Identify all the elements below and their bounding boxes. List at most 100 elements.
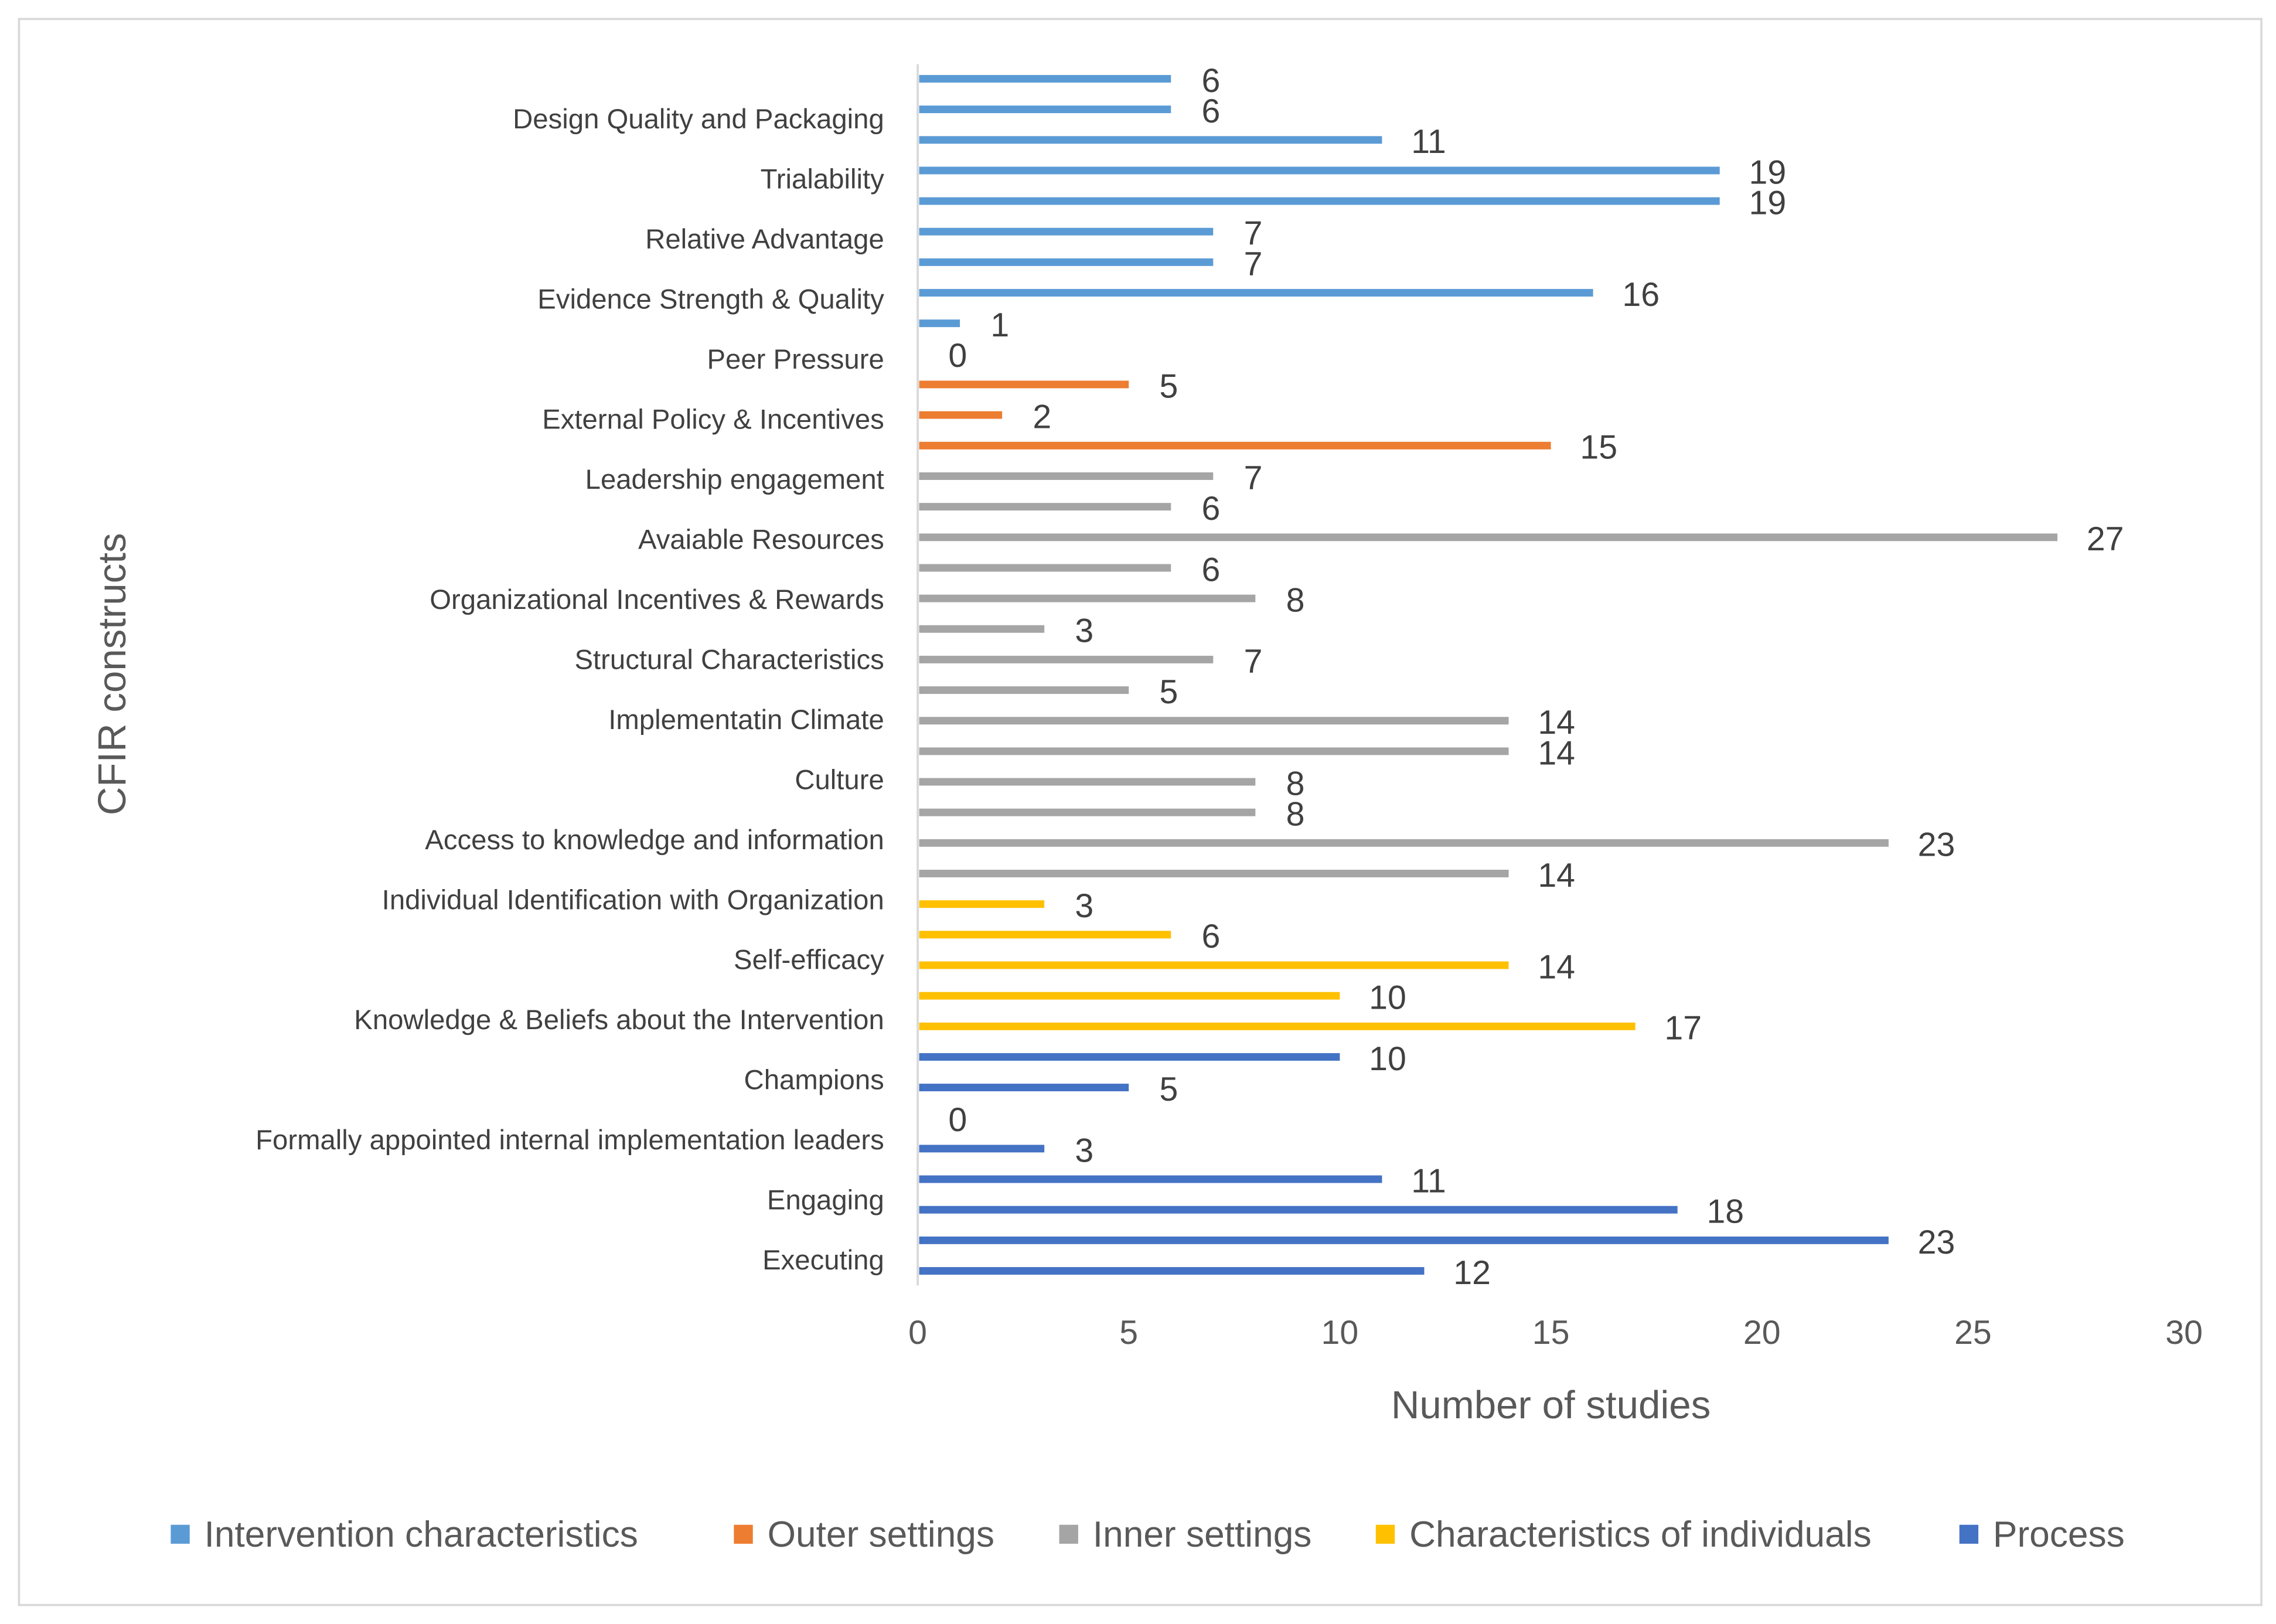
data-label: 3 [1075, 887, 1093, 925]
bar [919, 166, 1720, 175]
legend-swatch [1375, 1524, 1395, 1544]
bar [919, 227, 1214, 236]
data-label: 14 [1538, 734, 1575, 772]
data-label: 5 [1160, 367, 1178, 405]
legend-item[interactable]: Outer settings [734, 1514, 994, 1555]
category-label: Formally appointed internal implementati… [255, 1125, 884, 1156]
category-label: Implementatin Climate [608, 704, 884, 736]
bars: 6611191977161052157627683751414882314361… [919, 62, 2124, 1292]
bar [919, 1053, 1340, 1061]
bar [919, 870, 1509, 877]
category-label: Engaging [767, 1185, 884, 1216]
data-label: 1 [990, 307, 1009, 344]
bar [919, 961, 1509, 969]
data-label: 7 [1244, 643, 1263, 680]
category-label: Relative Advantage [645, 224, 884, 255]
category-label: Executing [762, 1245, 884, 1276]
data-label: 7 [1244, 215, 1263, 253]
data-label: 19 [1749, 154, 1787, 191]
bar [919, 839, 1889, 847]
data-label: 11 [1411, 1162, 1446, 1200]
bar [919, 503, 1171, 511]
legend-item[interactable]: Characteristics of individuals [1375, 1514, 1872, 1555]
data-label: 0 [948, 337, 967, 374]
category-label: Culture [795, 764, 884, 795]
legend-swatch [734, 1524, 753, 1544]
bar [919, 1022, 1636, 1030]
legend-swatch [1959, 1524, 1979, 1544]
bar [919, 472, 1214, 480]
bar [919, 1236, 1889, 1244]
bar [919, 411, 1003, 419]
data-label: 10 [1369, 979, 1406, 1017]
data-label: 27 [2087, 520, 2124, 558]
data-label: 23 [1918, 826, 1955, 864]
legend-label: Inner settings [1093, 1514, 1312, 1555]
data-label: 8 [1286, 796, 1305, 833]
category-label: Knowledge & Beliefs about the Interventi… [354, 1005, 884, 1036]
bar [919, 686, 1129, 694]
data-label: 3 [1075, 1132, 1093, 1169]
category-label: Structural Characteristics [574, 644, 884, 675]
x-axis-ticks: 0 5 10 15 20 25 30 [908, 1314, 2203, 1351]
bar [919, 655, 1214, 663]
legend: Intervention characteristics Outer settin… [171, 1514, 2125, 1555]
data-label: 5 [1160, 1071, 1178, 1108]
legend-label: Process [1993, 1514, 2125, 1555]
data-label: 3 [1075, 612, 1093, 650]
bar [919, 594, 1256, 602]
category-label: Organizational Incentives & Rewards [430, 584, 884, 615]
y-axis-title: CFIR constructs [90, 533, 134, 815]
bar [919, 533, 2057, 542]
legend-label: Intervention characteristics [205, 1514, 638, 1555]
data-label: 14 [1538, 857, 1575, 894]
bar [919, 74, 1171, 83]
bar [919, 1206, 1678, 1214]
category-label: Evidence Strength & Quality [537, 284, 884, 315]
data-label: 14 [1538, 704, 1575, 741]
category-label: External Policy & Incentives [542, 404, 884, 435]
data-label: 16 [1622, 276, 1660, 314]
bar [919, 992, 1340, 1000]
legend-item[interactable]: Intervention characteristics [171, 1514, 638, 1555]
x-tick-label: 5 [1119, 1314, 1138, 1351]
x-tick-label: 10 [1321, 1314, 1359, 1351]
category-label: Champions [744, 1065, 884, 1096]
bar [919, 717, 1509, 725]
bar [919, 105, 1171, 114]
data-label: 11 [1411, 123, 1446, 161]
category-label: Individual Identification with Organizat… [382, 884, 884, 915]
category-label: Avaiable Resources [638, 524, 884, 555]
category-label: Access to knowledge and information [425, 825, 884, 856]
data-label: 2 [1033, 399, 1051, 436]
bar [919, 289, 1593, 297]
bar [919, 778, 1256, 786]
category-label: Peer Pressure [707, 344, 884, 375]
data-label: 5 [1160, 673, 1178, 711]
category-labels: Design Quality and Packaging Trialability… [255, 104, 884, 1276]
legend-swatch [1059, 1524, 1078, 1544]
bar [919, 900, 1045, 908]
bar [919, 625, 1045, 633]
data-label: 15 [1580, 429, 1617, 467]
data-label: 7 [1244, 459, 1263, 497]
bar [919, 1084, 1129, 1092]
category-label: Design Quality and Packaging [513, 104, 884, 135]
x-tick-label: 25 [1954, 1314, 1992, 1351]
data-label: 8 [1286, 765, 1305, 802]
legend-item[interactable]: Inner settings [1059, 1514, 1312, 1555]
data-label: 0 [948, 1101, 967, 1139]
data-label: 8 [1286, 581, 1305, 619]
bar [919, 197, 1720, 205]
x-tick-label: 20 [1743, 1314, 1781, 1351]
bar [919, 747, 1509, 755]
data-label: 14 [1538, 948, 1575, 986]
category-label: Self-efficacy [734, 945, 884, 976]
bar [919, 1267, 1425, 1275]
legend-label: Outer settings [768, 1514, 994, 1555]
legend-swatch [171, 1524, 190, 1544]
legend-item[interactable]: Process [1959, 1514, 2125, 1555]
data-label: 18 [1706, 1193, 1744, 1231]
category-label: Leadership engagement [585, 464, 884, 495]
